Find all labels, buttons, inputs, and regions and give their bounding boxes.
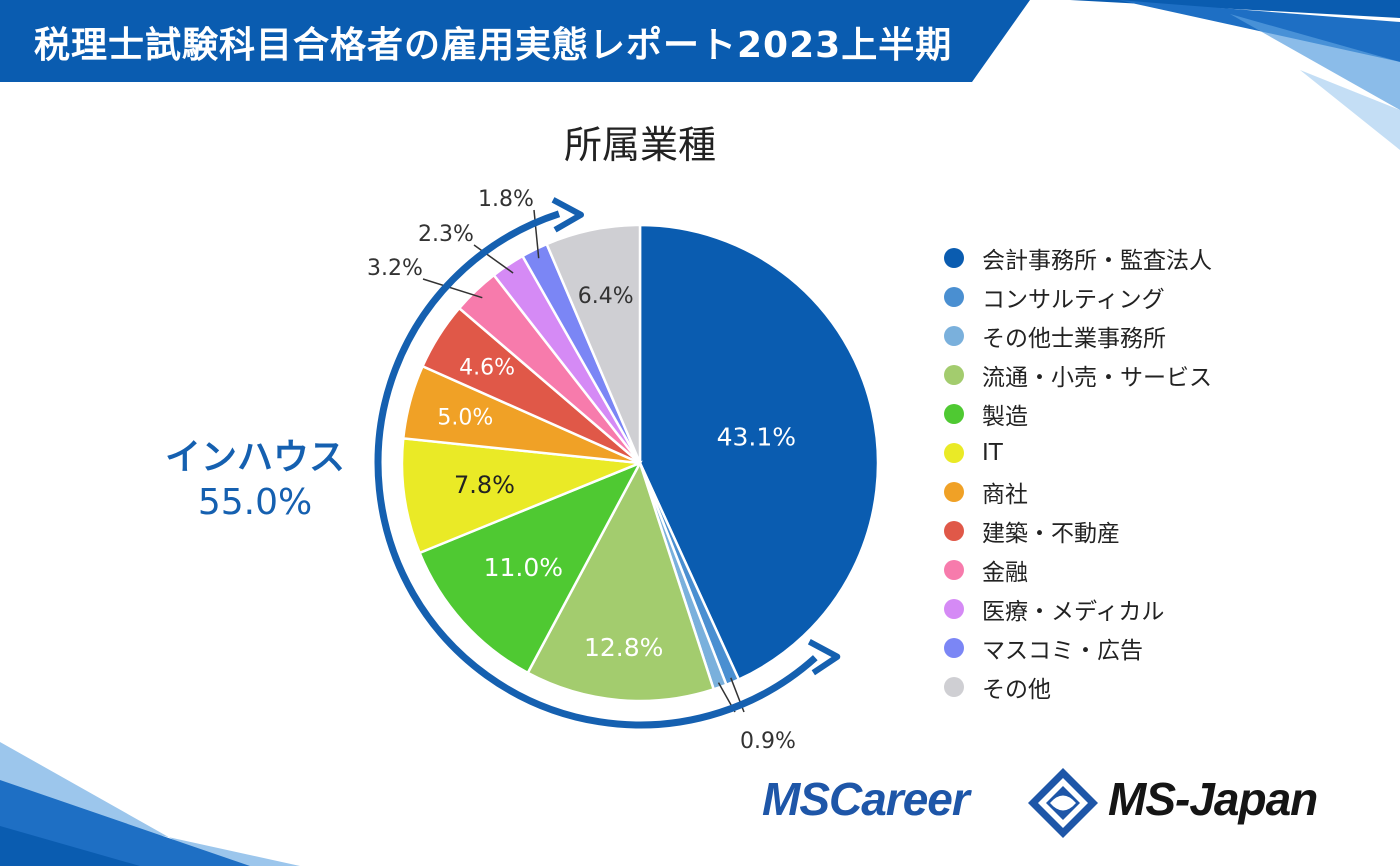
legend-swatch: [944, 676, 964, 697]
legend-label: 会計事務所・監査法人: [982, 247, 1212, 274]
inhouse-value: 55.0%: [197, 482, 313, 523]
legend-item: その他士業事務所: [944, 316, 1212, 355]
legend-item: 会計事務所・監査法人: [944, 238, 1212, 277]
legend-swatch: [944, 325, 964, 346]
legend-label: 流通・小売・サービス: [982, 364, 1212, 391]
legend-swatch: [944, 481, 964, 502]
legend-label: 建築・不動産: [982, 520, 1120, 547]
inhouse-arc-line: [374, 210, 818, 729]
bottom-left-stripe: [0, 826, 140, 866]
data-label: 43.1%: [717, 423, 796, 452]
arc-arrowhead-top-icon: [551, 197, 585, 233]
legend-item: 建築・不動産: [944, 511, 1212, 550]
legend-label: 商社: [982, 481, 1028, 508]
data-label: 5.0%: [437, 405, 493, 430]
legend-swatch: [944, 598, 964, 619]
data-label: 1.8%: [478, 187, 534, 212]
legend-item: マスコミ・広告: [944, 628, 1212, 667]
data-labels: 43.1% 12.8% 11.0% 7.8% 5.0% 4.6% 3.2% 2.3%1.8% 6…: [367, 187, 796, 754]
chart-title: 所属業種: [563, 123, 716, 167]
legend-swatch: [944, 247, 964, 268]
legend-label: IT: [982, 439, 1003, 466]
pie-slice-製造: [417, 460, 643, 675]
legend-item: その他: [944, 667, 1212, 706]
legend-swatch: [944, 364, 964, 385]
ms-japan-diamond-icon: [1028, 768, 1098, 838]
legend: 会計事務所・監査法人 コンサルティング その他士業事務所流通・小売・サービス 製造 IT…: [944, 238, 1212, 706]
data-label: 2.3%: [418, 222, 474, 247]
pie-slices: [400, 223, 880, 703]
inhouse-label: インハウス: [164, 437, 345, 478]
data-label: 12.8%: [584, 633, 663, 662]
legend-swatch: [944, 403, 964, 424]
legend-swatch: [944, 286, 964, 307]
top-right-stripe: [1230, 14, 1400, 110]
legend-item: 医療・メディカル: [944, 589, 1212, 628]
ms-japan-logo: MS-Japan: [1108, 773, 1318, 825]
inhouse-arc: [374, 197, 841, 729]
legend-item: 製造: [944, 394, 1212, 433]
legend-item: IT: [944, 433, 1212, 472]
pie-slice-IT: [400, 436, 641, 555]
arc-arrowhead-bottom-icon: [807, 639, 841, 676]
legend-label: その他士業事務所: [982, 325, 1166, 352]
callout-label: 0.9%: [740, 729, 796, 754]
pie-slice-会計事務所-監査法人: [638, 223, 880, 682]
legend-swatch: [944, 442, 964, 463]
leader-line: [422, 278, 483, 299]
top-right-stripe: [1300, 70, 1400, 150]
pie-slice-その他: [545, 223, 642, 464]
data-label: 7.8%: [454, 471, 515, 499]
leader-line: [533, 209, 540, 259]
pie-slice-流通-小売-サービス: [526, 459, 716, 703]
data-label: 6.4%: [578, 284, 634, 309]
mscareer-logo: MSCareer: [762, 773, 970, 825]
legend-item: 流通・小売・サービス: [944, 355, 1212, 394]
legend-swatch: [944, 637, 964, 658]
legend-item: 金融: [944, 550, 1212, 589]
data-label: 11.0%: [484, 553, 563, 582]
legend-item: コンサルティング: [944, 277, 1212, 316]
legend-label: 金融: [982, 559, 1028, 586]
legend-label: マスコミ・広告: [982, 637, 1143, 664]
legend-label: 医療・メディカル: [982, 598, 1165, 625]
legend-label: 製造: [982, 403, 1028, 430]
legend-label: その他: [982, 676, 1051, 703]
data-label: 4.6%: [459, 355, 515, 380]
legend-swatch: [944, 559, 964, 580]
legend-label: コンサルティング: [982, 286, 1165, 313]
leader-line: [473, 244, 514, 274]
header-bar: [0, 0, 1030, 82]
data-label: 3.2%: [367, 256, 423, 281]
legend-item: 商社: [944, 472, 1212, 511]
legend-swatch: [944, 520, 964, 541]
inhouse-annotation: インハウス 55.0%: [150, 428, 360, 523]
page-title: 税理士試験科目合格者の雇用実態レポート2023上半期: [34, 25, 953, 66]
